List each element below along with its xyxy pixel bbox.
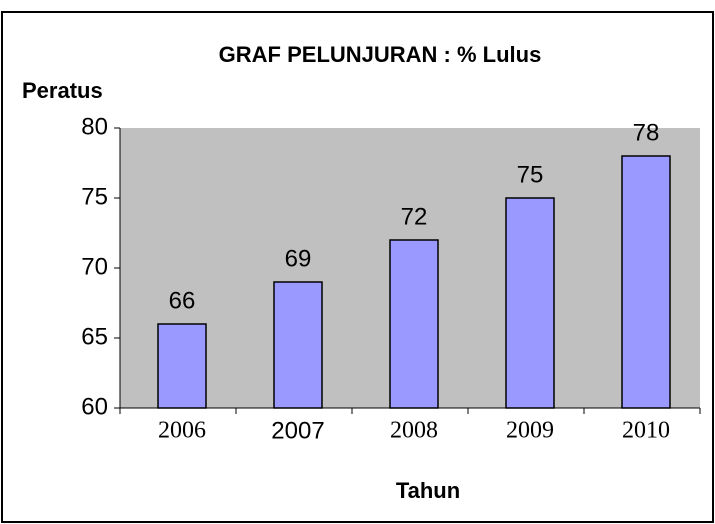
bar bbox=[505, 197, 555, 409]
x-tick-label: 2006 bbox=[158, 418, 206, 444]
y-tick-label: 80 bbox=[81, 113, 108, 140]
data-label: 78 bbox=[633, 119, 660, 146]
y-tick-label: 70 bbox=[81, 253, 108, 280]
data-label: 75 bbox=[517, 161, 544, 188]
x-tick-label: 2009 bbox=[506, 418, 554, 444]
y-axis-label: Peratus bbox=[22, 78, 103, 103]
bar bbox=[157, 323, 207, 409]
x-axis-label: Tahun bbox=[396, 478, 460, 503]
y-tick-label: 75 bbox=[81, 183, 108, 210]
chart-title: GRAF PELUNJURAN : % Lulus bbox=[219, 42, 542, 67]
bar bbox=[273, 281, 323, 409]
data-label: 72 bbox=[401, 203, 428, 230]
bar bbox=[621, 155, 671, 409]
bar bbox=[389, 239, 439, 409]
x-tick-label: 2010 bbox=[622, 418, 670, 444]
data-label: 66 bbox=[169, 287, 196, 314]
x-tick-label: 2007 bbox=[271, 417, 324, 444]
y-tick-label: 65 bbox=[81, 323, 108, 350]
y-tick-label: 60 bbox=[81, 393, 108, 420]
data-label: 69 bbox=[285, 245, 312, 272]
x-tick-label: 2008 bbox=[390, 418, 438, 444]
